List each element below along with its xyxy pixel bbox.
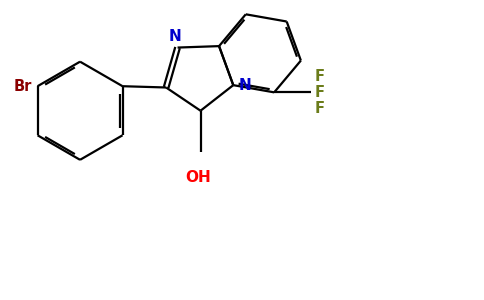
Text: N: N <box>169 28 182 44</box>
Text: OH: OH <box>185 169 211 184</box>
Text: F: F <box>315 85 325 100</box>
Text: N: N <box>238 78 251 93</box>
Text: Br: Br <box>13 79 31 94</box>
Text: F: F <box>315 100 325 116</box>
Text: F: F <box>315 69 325 84</box>
